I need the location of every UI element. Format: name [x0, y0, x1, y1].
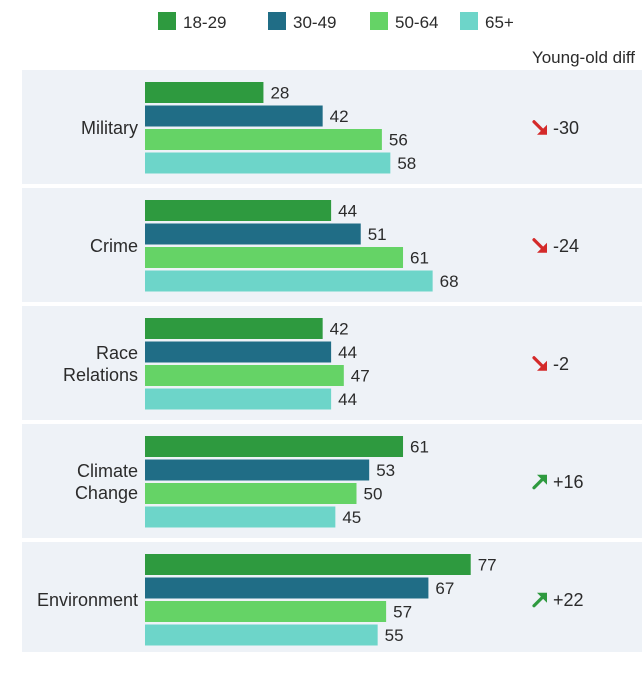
category-label: Crime	[90, 236, 138, 256]
bar-30-49	[145, 223, 361, 245]
bar-50-64	[145, 483, 357, 504]
bar-value-label: 67	[435, 579, 454, 598]
diff-value-label: +22	[553, 590, 584, 610]
category-label: Military	[81, 118, 138, 138]
bar-value-label: 51	[368, 225, 387, 244]
bars-layer	[145, 82, 471, 646]
bar-18-29	[145, 82, 264, 103]
legend-swatch-18-29	[158, 12, 176, 30]
bar-value-label: 44	[338, 390, 357, 409]
legend-label-50-64: 50-64	[395, 13, 438, 32]
bar-65+	[145, 152, 391, 174]
category-label-line: Race	[96, 343, 138, 363]
bar-value-label: 68	[440, 272, 459, 291]
diff-column-header: Young-old diff	[532, 48, 635, 67]
bar-18-29	[145, 318, 323, 339]
arrow-up-right-icon	[532, 592, 547, 608]
bar-18-29	[145, 200, 332, 221]
bar-50-64	[145, 601, 387, 622]
diff-value-label: +16	[553, 472, 584, 492]
bar-value-label: 61	[410, 438, 429, 457]
arrow-down-right-icon	[532, 356, 547, 371]
bar-value-label: 45	[342, 508, 361, 527]
bar-value-label: 57	[393, 603, 412, 622]
bar-value-label: 77	[478, 556, 497, 575]
legend: 18-29 30-49 50-64 65+	[158, 12, 514, 32]
bar-18-29	[145, 554, 471, 575]
bar-65+	[145, 270, 433, 292]
bar-value-label: 50	[364, 485, 383, 504]
bar-30-49	[145, 105, 323, 127]
bar-50-64	[145, 129, 382, 150]
legend-label-18-29: 18-29	[183, 13, 226, 32]
bar-65+	[145, 624, 378, 646]
diff-value-label: -30	[553, 118, 579, 138]
diff-column: -30 -24 -2 +16 +22	[532, 118, 584, 610]
bar-65+	[145, 388, 332, 410]
bar-value-label: 42	[330, 320, 349, 339]
diff-value-label: -24	[553, 236, 579, 256]
category-label: Race Relations	[63, 343, 138, 385]
bar-value-label: 28	[270, 84, 289, 103]
bar-value-label: 55	[385, 626, 404, 645]
bar-value-label: 47	[351, 367, 370, 386]
legend-swatch-30-49	[268, 12, 286, 30]
bar-value-label: 42	[330, 107, 349, 126]
legend-swatch-50-64	[370, 12, 388, 30]
arrow-down-right-icon	[532, 238, 547, 253]
bar-30-49	[145, 341, 332, 363]
bar-value-label: 58	[397, 154, 416, 173]
category-label-line: Military	[81, 118, 138, 138]
category-label-line: Crime	[90, 236, 138, 256]
bar-value-label: 44	[338, 202, 357, 221]
bar-30-49	[145, 459, 370, 481]
bar-value-label: 44	[338, 343, 357, 362]
bar-50-64	[145, 365, 344, 386]
category-label-line: Relations	[63, 365, 138, 385]
arrow-up-right-icon	[532, 474, 547, 490]
category-label-line: Change	[75, 483, 138, 503]
category-label-line: Environment	[37, 590, 138, 610]
category-label-line: Climate	[77, 461, 138, 481]
category-label: Environment	[37, 590, 138, 610]
legend-swatch-65+	[460, 12, 478, 30]
category-label: Climate Change	[75, 461, 138, 503]
bar-value-label: 61	[410, 249, 429, 268]
bar-65+	[145, 506, 336, 528]
bar-30-49	[145, 577, 429, 599]
legend-label-65+: 65+	[485, 13, 514, 32]
bar-value-label: 56	[389, 131, 408, 150]
legend-label-30-49: 30-49	[293, 13, 336, 32]
category-labels-layer: Military Crime Race Relations Climate Change E…	[37, 118, 138, 610]
bar-18-29	[145, 436, 404, 457]
diff-value-label: -2	[553, 354, 569, 374]
bar-value-label: 53	[376, 461, 395, 480]
arrow-down-right-icon	[532, 120, 547, 135]
bar-50-64	[145, 247, 404, 268]
